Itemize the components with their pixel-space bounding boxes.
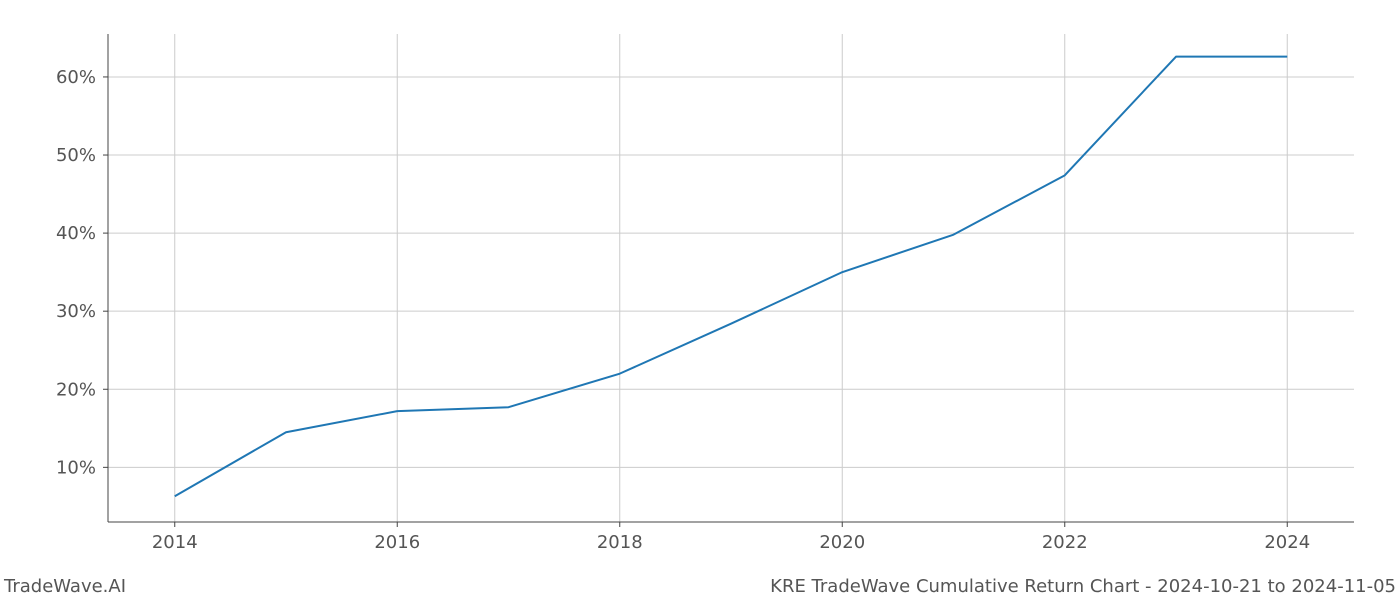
x-tick-label: 2016 (374, 532, 420, 553)
x-tick-label: 2024 (1264, 532, 1310, 553)
y-tick-label: 30% (56, 301, 96, 322)
y-tick-label: 20% (56, 379, 96, 400)
x-tick-label: 2018 (597, 532, 643, 553)
chart-container: 2014 2016 2018 2020 2022 2024 10% 20% 30% 40% 50% 6… (0, 0, 1400, 600)
footer-right-label: KRE TradeWave Cumulative Return Chart - … (770, 576, 1396, 597)
y-tick-label: 60% (56, 67, 96, 88)
x-tick-label: 2020 (819, 532, 865, 553)
footer-left-label: TradeWave.AI (3, 576, 126, 597)
line-chart: 2014 2016 2018 2020 2022 2024 10% 20% 30% 40% 50% 6… (0, 0, 1400, 600)
y-tick-label: 10% (56, 457, 96, 478)
x-tick-label: 2022 (1042, 532, 1088, 553)
chart-background (0, 0, 1400, 600)
x-tick-label: 2014 (152, 532, 198, 553)
y-tick-label: 40% (56, 223, 96, 244)
y-tick-label: 50% (56, 145, 96, 166)
